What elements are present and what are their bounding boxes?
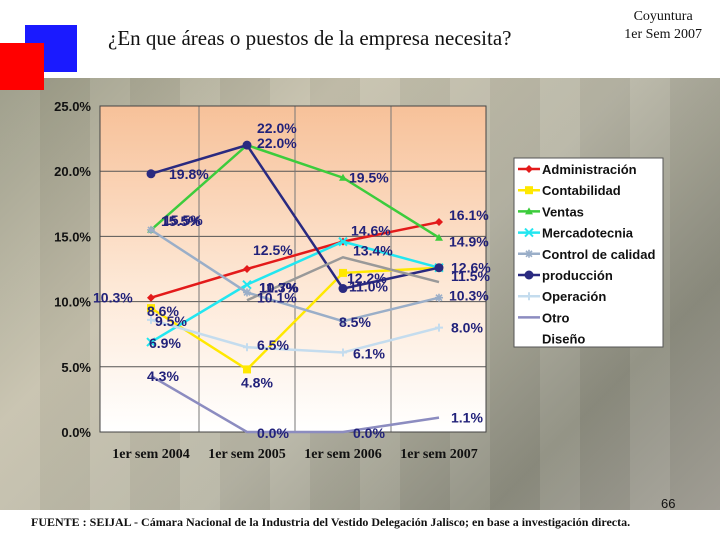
data-point bbox=[524, 270, 534, 280]
data-label: 12.5% bbox=[253, 242, 293, 258]
series-line-mercadotecnia bbox=[150, 240, 440, 344]
data-label: 6.1% bbox=[353, 345, 385, 361]
legend-label: Administración bbox=[542, 162, 637, 177]
x-tick-label: 1er sem 2005 bbox=[208, 447, 286, 462]
data-point bbox=[435, 233, 443, 241]
data-label: 15.5% bbox=[161, 213, 201, 229]
red-square-decoration bbox=[0, 43, 44, 90]
data-label: 9.5% bbox=[155, 313, 187, 329]
data-point bbox=[525, 207, 533, 215]
period-label-line1: Coyuntura bbox=[633, 9, 693, 24]
data-label: 16.1% bbox=[449, 207, 489, 223]
data-label: 15.5% bbox=[163, 212, 203, 228]
legend-label: Ventas bbox=[542, 204, 584, 219]
data-point bbox=[338, 284, 348, 294]
data-label: 6.9% bbox=[149, 335, 181, 351]
data-point bbox=[435, 218, 443, 227]
data-label: 12.6% bbox=[451, 260, 491, 276]
data-point bbox=[243, 365, 251, 374]
data-point bbox=[435, 323, 443, 332]
data-label: 14.6% bbox=[351, 223, 391, 239]
data-label: 22.0% bbox=[257, 120, 297, 136]
data-point bbox=[339, 317, 347, 326]
source-footnote: FUENTE : SEIJAL - Cámara Nacional de la … bbox=[31, 515, 631, 529]
legend-label: Otro bbox=[542, 310, 570, 325]
data-label: 0.0% bbox=[353, 425, 385, 441]
data-label: 11.5% bbox=[451, 268, 490, 284]
y-tick-label: 5.0% bbox=[61, 360, 91, 375]
data-point bbox=[243, 265, 251, 273]
data-point bbox=[147, 315, 155, 324]
data-point bbox=[434, 263, 444, 273]
data-label: 10.1% bbox=[257, 289, 297, 305]
data-label: 10.3% bbox=[93, 290, 133, 306]
data-point bbox=[339, 268, 347, 277]
x-tick-label: 1er sem 2007 bbox=[400, 447, 478, 462]
y-tick-label: 15.0% bbox=[54, 229, 91, 244]
data-point bbox=[243, 343, 251, 352]
series-line-operación bbox=[150, 318, 440, 354]
data-label: 6.5% bbox=[257, 337, 289, 353]
page-number: 66 bbox=[661, 496, 676, 511]
legend-label: Diseño bbox=[542, 332, 585, 347]
data-label: 19.5% bbox=[349, 170, 389, 186]
y-tick-label: 0.0% bbox=[61, 425, 91, 440]
data-label: 11.3% bbox=[259, 280, 298, 296]
data-label: 8.5% bbox=[339, 314, 371, 330]
data-point bbox=[525, 292, 533, 301]
data-point bbox=[524, 227, 534, 238]
data-label: 4.3% bbox=[147, 368, 179, 384]
data-label: 13.4% bbox=[353, 242, 393, 258]
y-tick-label: 25.0% bbox=[54, 99, 91, 114]
data-point bbox=[339, 348, 347, 357]
data-point bbox=[339, 173, 347, 181]
legend-label: Mercadotecnia bbox=[542, 226, 634, 241]
data-label: 11.0% bbox=[349, 279, 388, 295]
data-label: 14.9% bbox=[449, 234, 489, 250]
data-point bbox=[435, 293, 443, 302]
data-label: 10.7% bbox=[259, 279, 299, 295]
data-label: 8.6% bbox=[147, 303, 179, 319]
data-point bbox=[525, 249, 533, 258]
data-point bbox=[146, 169, 156, 179]
legend-label: producción bbox=[542, 268, 613, 283]
data-label: 12.2% bbox=[347, 270, 387, 286]
data-label: 0.0% bbox=[257, 425, 289, 441]
data-point bbox=[242, 140, 252, 150]
y-tick-label: 10.0% bbox=[54, 295, 91, 310]
series-line-diseño bbox=[246, 255, 440, 302]
data-point bbox=[147, 304, 155, 313]
data-point bbox=[146, 337, 156, 347]
period-label: Coyuntura 1er Sem 2007 bbox=[624, 8, 702, 44]
y-tick-label: 20.0% bbox=[54, 164, 91, 179]
page-title: ¿En que áreas o puestos de la empresa ne… bbox=[108, 26, 512, 50]
period-label-line2: 1er Sem 2007 bbox=[624, 27, 702, 42]
data-label: 19.8% bbox=[169, 166, 209, 182]
series-line-producción bbox=[150, 143, 440, 290]
data-label: 10.3% bbox=[449, 288, 489, 304]
data-label: 8.0% bbox=[451, 320, 483, 336]
legend-label: Control de calidad bbox=[542, 247, 655, 262]
x-tick-label: 1er sem 2004 bbox=[112, 447, 190, 462]
legend-label: Operación bbox=[542, 289, 606, 304]
series-line-control-de-calidad bbox=[150, 228, 440, 323]
series-line-otro bbox=[150, 374, 440, 434]
legend-label: Contabilidad bbox=[542, 183, 621, 198]
data-point bbox=[525, 165, 533, 173]
series-line-administración bbox=[150, 220, 440, 299]
data-point bbox=[242, 279, 252, 290]
data-label: 22.0% bbox=[257, 135, 297, 151]
data-point bbox=[525, 186, 533, 195]
data-point bbox=[147, 225, 155, 234]
data-point bbox=[338, 236, 348, 247]
x-tick-label: 1er sem 2006 bbox=[304, 447, 382, 462]
series-line-ventas bbox=[150, 143, 440, 239]
data-point bbox=[243, 288, 251, 297]
data-label: 4.8% bbox=[241, 374, 273, 390]
data-point bbox=[147, 293, 155, 302]
data-label: 1.1% bbox=[451, 410, 483, 426]
